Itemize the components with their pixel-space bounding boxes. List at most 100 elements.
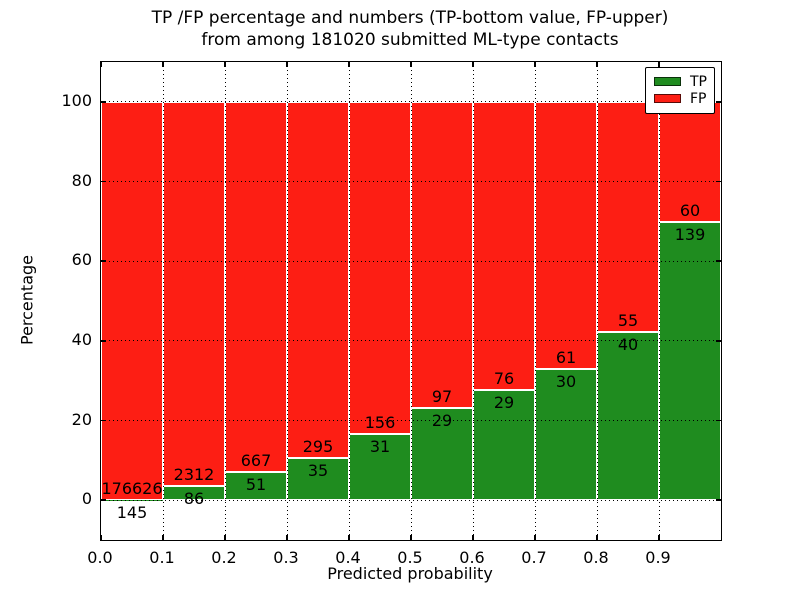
legend-row-fp: FP — [654, 90, 707, 107]
tp-count-label-8: 40 — [617, 335, 639, 355]
gridline-x-0.8 — [596, 62, 598, 540]
x-tick-bottom-0.0 — [100, 535, 102, 540]
y-tick-left-20 — [101, 419, 106, 422]
bar-tp-4 — [349, 434, 411, 501]
x-tick-bottom-0.3 — [286, 535, 288, 540]
x-tick-top-0.9 — [658, 62, 660, 67]
x-tick-top-0.5 — [410, 62, 412, 67]
fp-count-label-9: 60 — [679, 200, 701, 220]
x-tick-label-0.4: 0.4 — [335, 548, 361, 567]
x-tick-top-0.4 — [348, 62, 350, 67]
legend-label-fp: FP — [690, 90, 707, 107]
bar-fp-6 — [473, 101, 535, 391]
x-tick-top-0.1 — [162, 62, 164, 67]
tp-count-label-0: 145 — [116, 502, 148, 522]
tp-count-label-6: 29 — [493, 393, 515, 413]
chart-title: TP /FP percentage and numbers (TP-bottom… — [100, 7, 720, 51]
tp-count-label-9: 139 — [674, 224, 706, 244]
legend-row-tp: TP — [654, 73, 707, 90]
gridline-x-0.9 — [658, 62, 660, 540]
y-tick-label-100: 100 — [61, 90, 92, 110]
gridline-x-0.1 — [162, 62, 164, 540]
bar-fp-5 — [411, 101, 473, 409]
chart-title-line2: from among 181020 submitted ML-type cont… — [201, 30, 619, 50]
plot-inner: 176626 145 2312 86 667 51 295 35 156 31 97 29 76 29 61… — [100, 62, 721, 540]
gridline-y-40 — [101, 340, 721, 342]
fp-legend-swatch-icon — [654, 94, 681, 103]
plot-area: 176626 145 2312 86 667 51 295 35 156 31 97 29 76 29 61… — [100, 61, 722, 541]
tp-count-label-4: 31 — [369, 437, 391, 457]
gridline-y-80 — [101, 181, 721, 182]
x-tick-label-0.0: 0.0 — [87, 548, 113, 567]
y-tick-right-100 — [716, 101, 721, 103]
tp-legend-swatch-icon — [654, 77, 681, 86]
x-tick-top-0.6 — [472, 62, 474, 67]
bar-tp-9 — [659, 221, 721, 501]
x-tick-bottom-0.7 — [534, 535, 536, 540]
bar-fp-0 — [101, 101, 163, 500]
y-tick-label-0: 0 — [81, 489, 92, 509]
gridline-x-0.7 — [534, 62, 536, 540]
bar-fp-1 — [163, 101, 225, 486]
x-tick-label-0.1: 0.1 — [149, 548, 175, 567]
gridline-y-20 — [101, 420, 721, 421]
gridline-x-0.6 — [472, 62, 474, 540]
gridline-x-0.2 — [224, 62, 226, 540]
chart-title-line1: TP /FP percentage and numbers (TP-bottom… — [151, 8, 669, 28]
fp-count-label-6: 76 — [493, 369, 515, 389]
bar-tp-6 — [473, 390, 535, 501]
gridline-y-100 — [101, 101, 721, 103]
y-tick-right-60 — [716, 260, 721, 262]
x-tick-label-0.6: 0.6 — [459, 548, 485, 567]
x-tick-bottom-0.5 — [410, 535, 412, 540]
y-tick-label-80: 80 — [71, 170, 92, 190]
y-tick-left-100 — [101, 101, 106, 103]
fp-count-label-8: 55 — [617, 311, 639, 331]
y-tick-left-0 — [101, 499, 106, 501]
gridline-y-0 — [101, 499, 721, 501]
tp-count-label-5: 29 — [431, 411, 453, 431]
x-tick-top-0.7 — [534, 62, 536, 67]
x-tick-bottom-0.2 — [224, 535, 226, 540]
fp-count-label-5: 97 — [431, 387, 453, 407]
x-tick-label-0.5: 0.5 — [397, 548, 423, 567]
y-tick-label-60: 60 — [71, 250, 92, 270]
fp-count-label-1: 2312 — [173, 464, 215, 484]
tp-count-label-3: 35 — [307, 460, 329, 480]
x-tick-top-0.3 — [286, 62, 288, 67]
x-tick-label-0.9: 0.9 — [645, 548, 671, 567]
x-tick-bottom-0.1 — [162, 535, 164, 540]
x-axis-label: Predicted probability — [327, 564, 493, 583]
fp-count-label-7: 61 — [555, 347, 577, 367]
x-tick-bottom-0.4 — [348, 535, 350, 540]
fp-count-label-2: 667 — [240, 450, 272, 470]
y-tick-right-40 — [716, 340, 721, 342]
tp-count-label-2: 51 — [245, 474, 267, 494]
x-tick-label-0.7: 0.7 — [521, 548, 547, 567]
y-tick-left-80 — [101, 180, 106, 183]
x-tick-bottom-0.9 — [658, 535, 660, 540]
fp-count-label-3: 295 — [302, 436, 334, 456]
gridline-y-60 — [101, 260, 721, 262]
bar-fp-4 — [349, 101, 411, 435]
bar-fp-7 — [535, 101, 597, 369]
gridline-x-0.5 — [410, 62, 412, 540]
y-tick-right-0 — [716, 499, 721, 501]
gridline-x-0.3 — [286, 62, 288, 540]
y-tick-label-40: 40 — [71, 329, 92, 349]
fp-count-label-0: 176626 — [101, 478, 163, 498]
gridline-x-0.4 — [348, 62, 350, 540]
x-tick-label-0.3: 0.3 — [273, 548, 299, 567]
bar-fp-3 — [287, 101, 349, 458]
x-tick-top-0.2 — [224, 62, 226, 67]
bar-fp-2 — [225, 101, 287, 472]
x-tick-top-0.0 — [100, 62, 102, 67]
legend: TP FP — [645, 67, 715, 114]
y-tick-label-20: 20 — [71, 409, 92, 429]
tp-count-label-7: 30 — [555, 371, 577, 391]
fp-count-label-4: 156 — [364, 413, 396, 433]
y-tick-right-80 — [716, 180, 721, 183]
x-tick-top-0.8 — [596, 62, 598, 67]
y-tick-left-40 — [101, 340, 106, 342]
